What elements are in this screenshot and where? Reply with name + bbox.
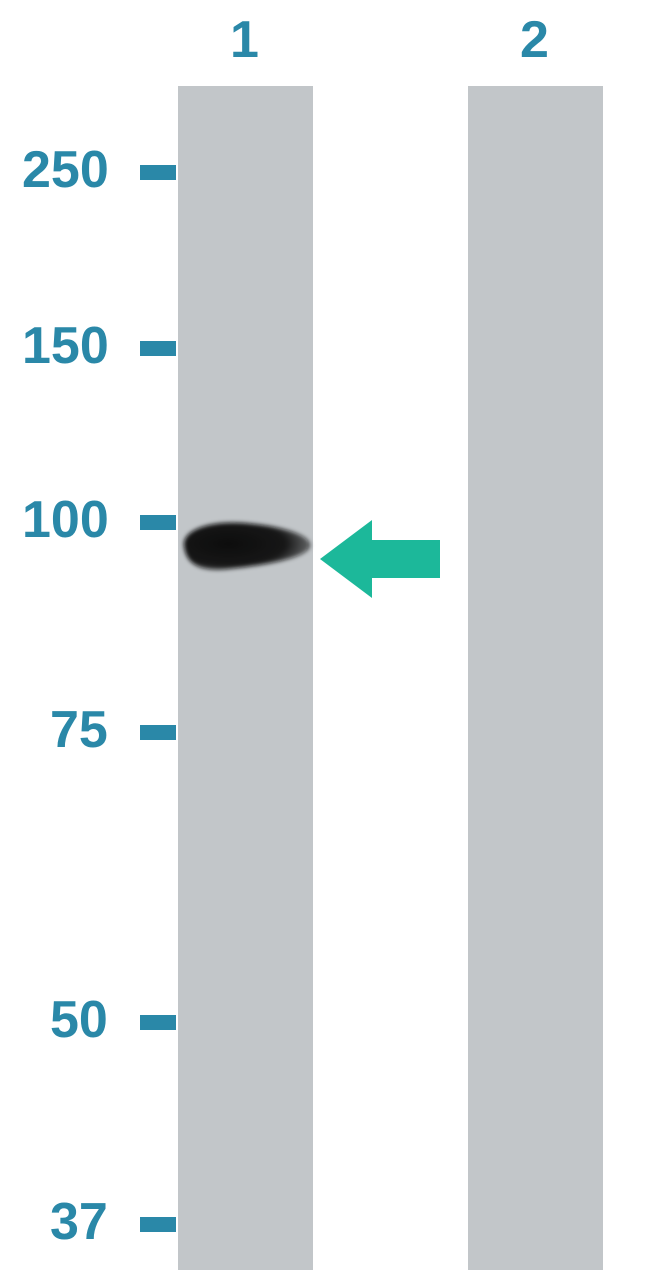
marker-label-250: 250 — [22, 140, 109, 200]
band-pointer-arrow-icon — [320, 520, 440, 598]
marker-label-75: 75 — [50, 700, 108, 760]
marker-dash-37 — [140, 1217, 176, 1232]
lane-1-strip — [178, 86, 313, 1270]
marker-dash-250 — [140, 165, 176, 180]
marker-label-150: 150 — [22, 316, 109, 376]
marker-label-50: 50 — [50, 990, 108, 1050]
marker-dash-150 — [140, 341, 176, 356]
marker-label-37: 37 — [50, 1192, 108, 1252]
lane-1-label: 1 — [230, 10, 259, 70]
lane-2-label: 2 — [520, 10, 549, 70]
lane-2-strip — [468, 86, 603, 1270]
western-blot-figure: 1 2 250 150 100 75 50 37 — [0, 0, 650, 1270]
marker-dash-75 — [140, 725, 176, 740]
protein-band-lane1 — [170, 511, 320, 586]
marker-label-100: 100 — [22, 490, 109, 550]
marker-dash-50 — [140, 1015, 176, 1030]
